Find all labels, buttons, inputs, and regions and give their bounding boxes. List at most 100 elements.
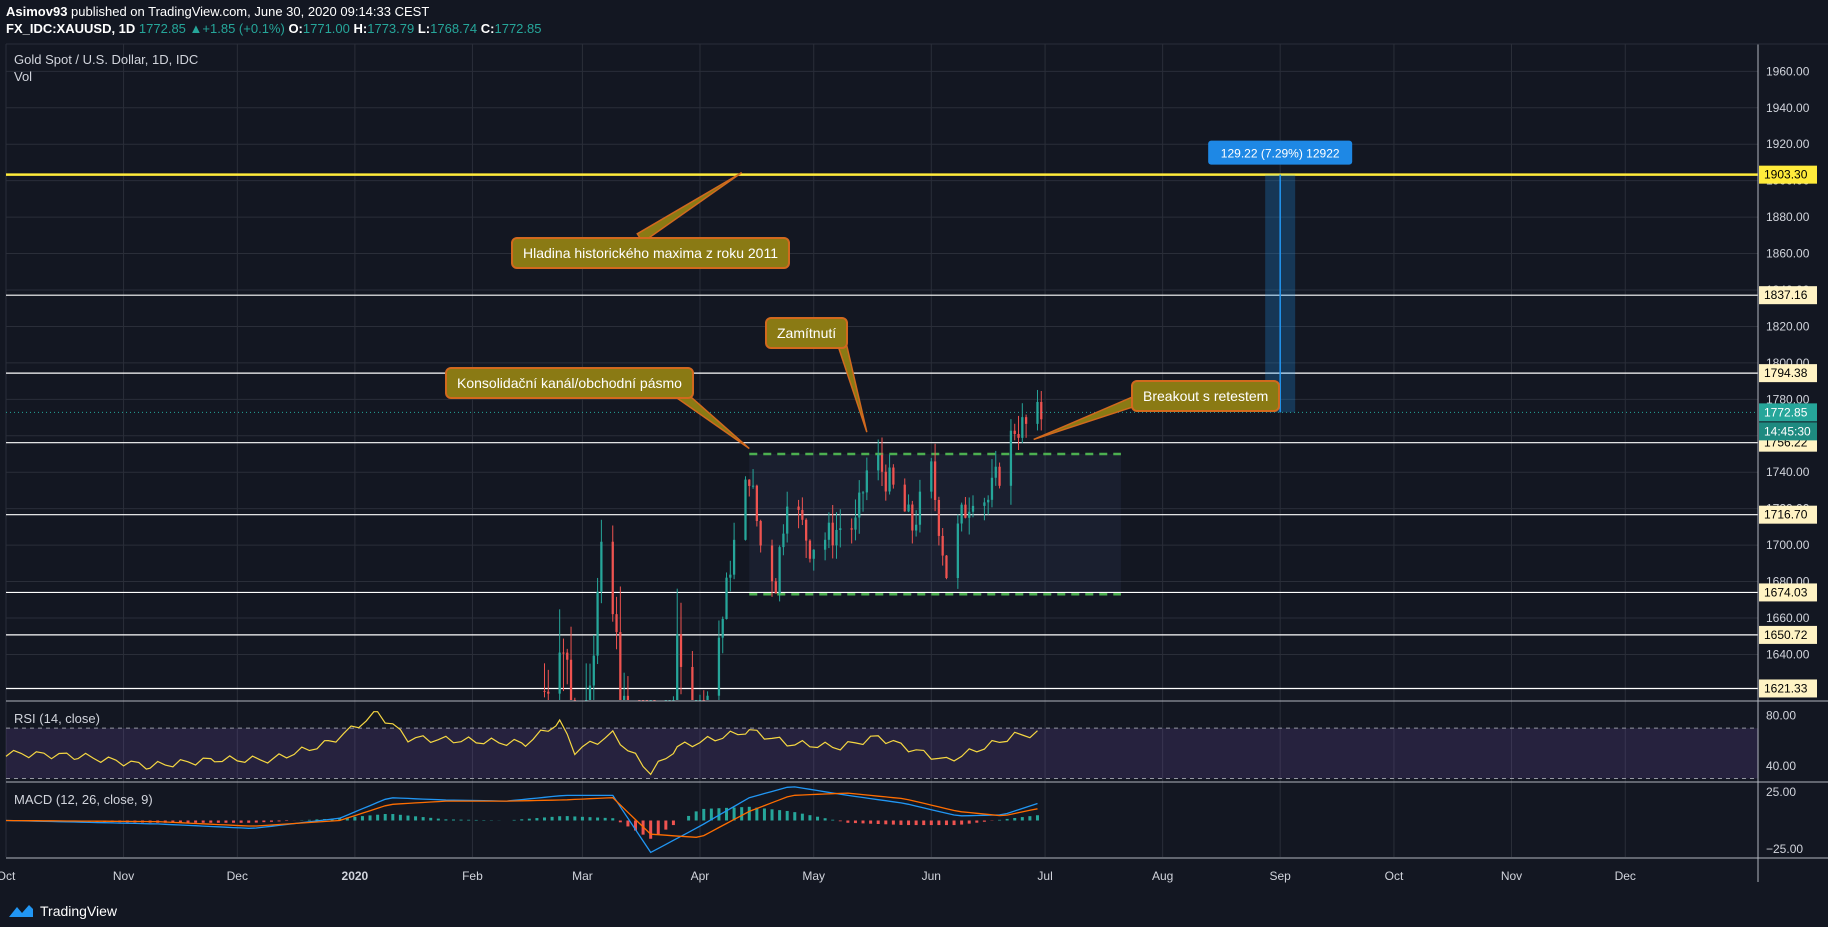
candle	[588, 663, 592, 700]
time-tick-label: Oct	[1385, 869, 1404, 883]
time-tick-label: Apr	[691, 869, 710, 883]
candle-body	[941, 535, 944, 556]
macd-line	[5, 786, 1038, 854]
time-tick-label: Nov	[113, 869, 134, 883]
macd-histogram-bar	[444, 819, 448, 821]
price-tick-label: 1780.00	[1766, 392, 1810, 406]
candle	[805, 518, 808, 558]
candle	[1036, 389, 1039, 431]
candle	[698, 694, 702, 701]
axes: Oct Nov Dec 2020 Feb Mar Apr May Jun Jul Aug Sep Oct…	[0, 43, 1828, 883]
macd-histogram-bar	[345, 817, 349, 821]
candle	[994, 450, 997, 486]
callout-historical-max[interactable]: Hladina historického maxima z roku 2011	[511, 237, 790, 269]
macd-histogram-bar	[922, 820, 926, 826]
candle	[930, 457, 933, 499]
low-value: 1768.74	[430, 21, 478, 36]
macd-histogram-bar	[239, 820, 243, 823]
candle-body	[786, 506, 789, 534]
candle	[725, 572, 728, 620]
candle-body	[778, 547, 781, 594]
open-label: O:	[288, 21, 303, 36]
candle-body	[706, 695, 709, 700]
candle-body	[983, 502, 986, 506]
time-tick-label: Mar	[572, 869, 593, 883]
countdown-tag	[1759, 422, 1817, 441]
candle	[691, 651, 694, 700]
candle	[721, 616, 724, 654]
candle	[877, 439, 880, 481]
macd-histogram-bar	[884, 820, 888, 825]
candle	[956, 514, 959, 589]
macd-histogram-bar	[216, 820, 220, 823]
candle	[676, 588, 679, 700]
macd-histogram-bar	[383, 814, 387, 821]
candle	[770, 539, 774, 597]
last-price-value: 1772.85	[138, 21, 186, 36]
candle	[998, 462, 1001, 489]
volume-legend[interactable]: Vol	[14, 69, 33, 84]
open-value: 1771.00	[302, 21, 350, 36]
time-tick-label: Jun	[922, 869, 941, 883]
candle-body	[588, 685, 592, 700]
level-price-tag	[1759, 165, 1817, 184]
candle	[987, 495, 990, 515]
callout-breakout[interactable]: Breakout s retestem	[1131, 380, 1281, 412]
callout-rejection[interactable]: Zamítnutí	[765, 317, 849, 349]
symbol-ohlc-line: FX_IDC:XAUUSD, 1D 1772.85 ▲+1.85 (+0.1%)…	[6, 21, 541, 36]
candle-body	[964, 504, 967, 518]
candle-body	[1017, 434, 1020, 438]
candle-body	[717, 637, 721, 696]
publisher-name[interactable]: Asimov93	[6, 4, 68, 19]
candle	[797, 499, 800, 529]
macd-histogram-bar	[907, 820, 911, 826]
price-tick-label: 1740.00	[1766, 465, 1810, 479]
candle-body	[611, 541, 614, 615]
level-price-tag	[1759, 625, 1817, 644]
candle	[990, 459, 994, 508]
candle	[861, 490, 865, 512]
time-tick-label: Nov	[1501, 869, 1522, 883]
price-tick-label: 1920.00	[1766, 137, 1810, 151]
macd-histogram-bar	[899, 820, 903, 825]
macd-histogram-bar	[861, 820, 865, 824]
macd-histogram-bar	[876, 820, 880, 824]
candle-body	[1024, 417, 1028, 424]
rsi-line	[5, 711, 1038, 776]
candle-body	[1009, 430, 1013, 486]
candle-body	[801, 509, 804, 520]
candle-body	[619, 632, 622, 700]
footer-brand[interactable]: TradingView	[8, 903, 117, 919]
macd-histogram-bar	[307, 819, 311, 821]
callout-consolidation[interactable]: Konsolidační kanál/obchodní pásmo	[445, 367, 694, 399]
candle-body	[562, 652, 565, 654]
candle-body	[835, 529, 838, 546]
macd-histogram-bar	[580, 816, 584, 821]
candle-body	[968, 511, 971, 518]
macd-histogram-bar	[846, 820, 850, 823]
macd-histogram-bar	[353, 816, 357, 821]
time-tick-label: Oct	[0, 869, 16, 883]
main-series-legend[interactable]: Gold Spot / U.S. Dollar, 1D, IDC	[14, 52, 199, 67]
candle	[933, 443, 937, 512]
candle-body	[956, 523, 959, 579]
horizontal-levels[interactable]	[6, 173, 1758, 690]
level-price-tag	[1759, 286, 1817, 305]
symbol-label[interactable]: FX_IDC:XAUUSD, 1D	[6, 21, 136, 36]
candle	[801, 497, 804, 526]
tradingview-logo-icon	[9, 905, 33, 917]
macd-histogram-bar	[618, 820, 622, 823]
candle	[808, 539, 812, 563]
rsi-legend[interactable]: RSI (14, close)	[14, 711, 100, 726]
candle-body	[615, 614, 618, 633]
macd-legend[interactable]: MACD (12, 26, close, 9)	[14, 792, 153, 807]
macd-histogram-bar	[929, 820, 933, 826]
candle	[888, 454, 891, 495]
macd-histogram-bar	[421, 817, 425, 821]
candle-body	[888, 467, 891, 492]
high-label: H:	[353, 21, 368, 36]
macd-histogram-bar	[838, 820, 842, 822]
candle	[702, 690, 705, 701]
macd-histogram-bar	[869, 820, 873, 824]
